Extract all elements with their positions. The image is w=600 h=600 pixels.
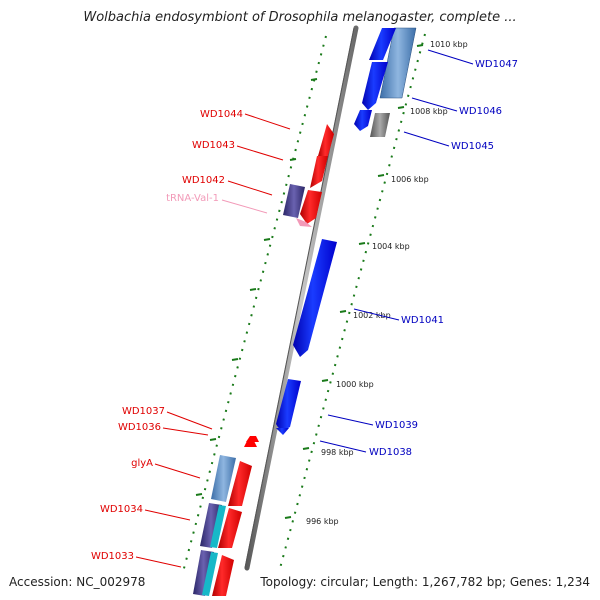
gene-label-wd1033[interactable]: WD1033 [91,551,134,562]
gene-wd1036[interactable] [244,441,257,447]
gene-label-glya[interactable]: glyA [131,458,153,469]
gene-wd1038-small[interactable] [276,428,289,435]
gene-label-wd1042[interactable]: WD1042 [182,175,225,186]
forward-labels: WD1044 WD1043 WD1042 tRNA-Val-1 WD1037 W… [91,109,243,562]
gene-wd1033[interactable] [212,555,234,596]
gene-wd1046[interactable] [362,62,388,110]
kbp-label: 1000 kbp [336,380,374,389]
gene-label-wd1045[interactable]: WD1045 [451,141,494,152]
gene-wd1045[interactable] [370,113,390,137]
gene-wd1047[interactable] [379,27,417,99]
gene-label-wd1046[interactable]: WD1046 [459,106,502,117]
gene-wd1033-teal[interactable] [202,552,218,596]
kbp-label: 1006 kbp [391,175,429,184]
gene-wd1034-teal[interactable] [210,505,226,548]
reverse-leader-lines [319,49,474,453]
gene-label-wd1039[interactable]: WD1039 [375,420,418,431]
gene-label-wd1047[interactable]: WD1047 [475,59,518,70]
kbp-label: 998 kbp [321,448,354,457]
gene-wd1044[interactable] [318,124,334,156]
gene-glya[interactable] [228,461,252,506]
gene-wd1033-purple[interactable] [193,550,214,596]
kbp-label: 996 kbp [306,517,339,526]
gene-wd1037[interactable] [246,436,259,442]
left-major-ticks [195,78,318,496]
trna-leader-line [221,199,268,214]
gene-trna-val-1[interactable] [296,218,312,227]
gene-label-wd1034[interactable]: WD1034 [100,504,143,515]
map-title: Wolbachia endosymbiont of Drosophila mel… [83,10,517,25]
gene-label-wd1043[interactable]: WD1043 [192,140,235,151]
gene-glya-steel[interactable] [211,455,236,502]
kbp-labels: 1010 kbp 1008 kbp 1006 kbp 1004 kbp 1002… [306,40,468,526]
gene-wd1041[interactable] [293,239,337,357]
kbp-label: 1004 kbp [372,242,410,251]
forward-strand-genes [193,124,334,596]
kbp-label: 1010 kbp [430,40,468,49]
reverse-labels: WD1047 WD1046 WD1045 WD1041 WD1039 WD103… [369,59,518,458]
gene-label-wd1037[interactable]: WD1037 [122,406,165,417]
kbp-label: 1002 kbp [353,311,391,320]
gene-wd1034-purple[interactable] [200,503,222,548]
gene-label-wd1036[interactable]: WD1036 [118,422,161,433]
gene-label-trna-val-1[interactable]: tRNA-Val-1 [166,193,219,204]
gene-wd1046-top[interactable] [369,28,396,60]
right-major-ticks [284,44,424,519]
gene-wd1042-purple[interactable] [283,184,305,218]
gene-label-wd1044[interactable]: WD1044 [200,109,243,120]
topology-text: Topology: circular; Length: 1,267,782 bp… [260,575,590,589]
kbp-label: 1008 kbp [410,107,448,116]
gene-wd1039[interactable] [276,379,301,432]
gene-wd1034[interactable] [218,508,242,548]
gene-label-wd1038[interactable]: WD1038 [369,447,412,458]
accession-text: Accession: NC_002978 [9,575,146,589]
forward-leader-lines [135,113,291,568]
gene-wd1043[interactable] [310,156,328,188]
genome-backbone [244,25,359,571]
genome-backbone-edge [244,27,355,569]
gene-wd1042[interactable] [300,190,322,224]
reverse-strand-genes [276,27,417,435]
gene-label-wd1041[interactable]: WD1041 [401,315,444,326]
gene-small-blue[interactable] [354,110,372,131]
